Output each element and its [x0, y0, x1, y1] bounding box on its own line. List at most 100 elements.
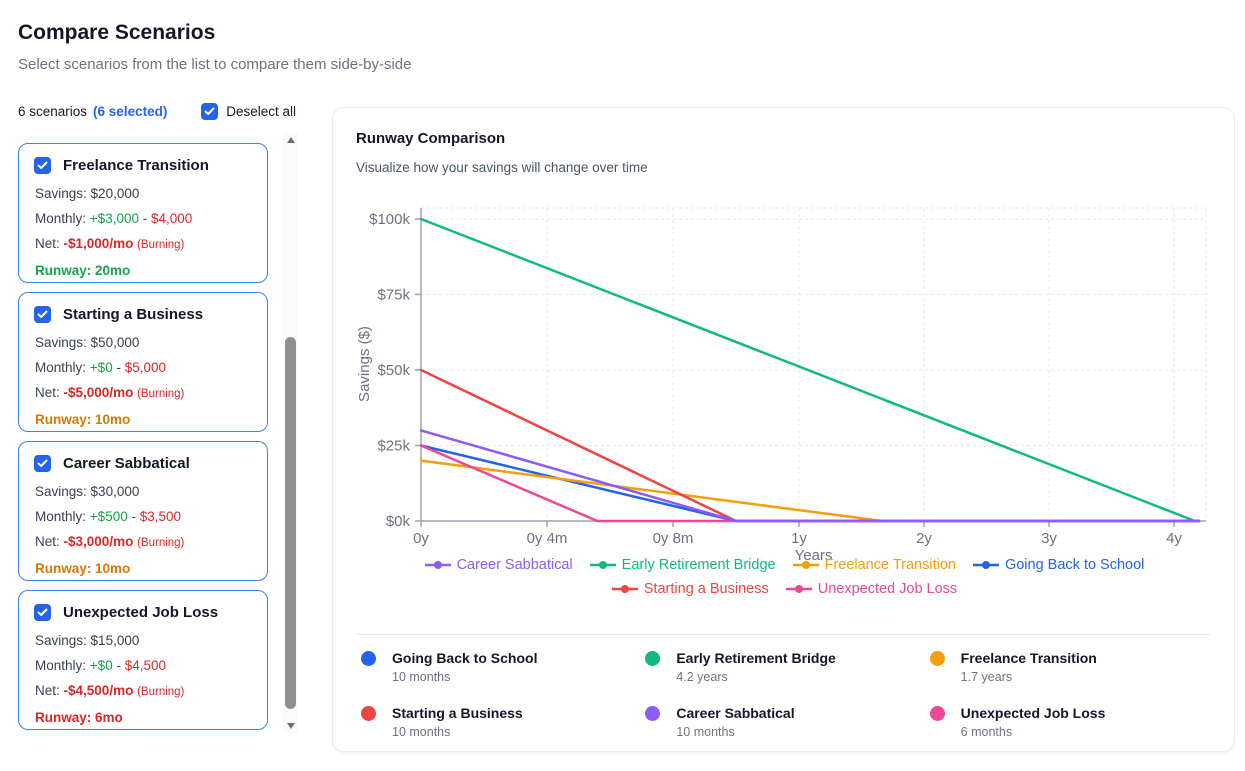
list-controls: 6 scenarios (6 selected) Deselect all — [18, 103, 296, 120]
deselect-all-checkbox[interactable] — [201, 103, 219, 120]
chart-legend-label: Early Retirement Bridge — [621, 557, 776, 573]
selected-count: (6 selected) — [93, 104, 168, 119]
net-row: Net: -$4,500/mo (Burning) — [35, 683, 185, 698]
legend-marker-icon — [611, 585, 638, 593]
scenario-name: Starting a Business — [63, 306, 204, 323]
legend-marker-icon — [785, 585, 812, 593]
scenario-checkbox[interactable] — [34, 455, 51, 472]
scenario-name: Unexpected Job Loss — [63, 604, 219, 621]
checkmark-icon — [37, 161, 48, 169]
summary-item-duration: 10 months — [392, 725, 451, 739]
scrollbar-thumb[interactable] — [285, 337, 296, 709]
savings-row: Savings: $30,000 — [35, 484, 140, 499]
scenario-details: Savings: $20,000 Monthly: +$3,000 - $4,0… — [35, 181, 252, 283]
summary-item-text: Freelance Transition 1.7 years — [961, 650, 1097, 684]
runway-comparison-panel: Runway Comparison Visualize how your sav… — [332, 107, 1235, 752]
arrow-down-icon — [286, 723, 295, 729]
scenario-name: Career Sabbatical — [63, 455, 190, 472]
scenario-checkbox[interactable] — [34, 306, 51, 323]
summary-item-duration: 4.2 years — [676, 670, 728, 684]
series-color-dot — [645, 651, 661, 666]
chart-legend-item-starting-a-business[interactable]: Starting a Business — [611, 581, 769, 597]
summary-item-name: Going Back to School — [392, 650, 538, 666]
chart-legend-item-going-back-to-school[interactable]: Going Back to School — [972, 557, 1145, 573]
runway-chart: $0k $25k $50k $75k $100k 0y 0y 4m 0y 8m 1y 2y 3y 4y… — [356, 207, 1207, 564]
savings-row: Savings: $50,000 — [35, 335, 140, 350]
series-color-dot — [361, 651, 376, 666]
scenario-count: 6 scenarios — [18, 104, 88, 119]
series-line-unexpected-job-loss — [419, 444, 1201, 523]
legend-marker-icon — [424, 561, 451, 569]
chart-legend-item-unexpected-job-loss[interactable]: Unexpected Job Loss — [785, 581, 957, 597]
y-tick-label: $100k — [369, 211, 410, 228]
scenario-details: Savings: $15,000 Monthly: +$0 - $4,500 N… — [35, 628, 252, 730]
y-tick-label: $25k — [377, 438, 410, 455]
chart-legend-item-career-sabbatical[interactable]: Career Sabbatical — [424, 557, 573, 573]
y-tick-label: $75k — [377, 287, 410, 304]
chart-legend-label: Going Back to School — [1004, 557, 1145, 573]
scenario-details: Savings: $50,000 Monthly: +$0 - $5,000 N… — [35, 330, 252, 432]
series-color-dot — [929, 706, 945, 721]
page-subtitle: Select scenarios from the list to compar… — [18, 56, 412, 73]
summary-item-freelance-transition: Freelance Transition 1.7 years — [926, 650, 1210, 684]
y-axis-title: Savings ($) — [356, 326, 373, 402]
chart-legend-label: Starting a Business — [643, 581, 769, 597]
checkmark-icon — [37, 459, 48, 467]
scenario-checkbox[interactable] — [34, 604, 51, 621]
monthly-row: Monthly: +$0 - $5,000 — [35, 360, 167, 375]
summary-item-name: Starting a Business — [392, 705, 523, 721]
chart-legend-label: Freelance Transition — [824, 557, 956, 573]
summary-item-text: Career Sabbatical 10 months — [676, 705, 794, 739]
scenario-list-scrollbar[interactable] — [283, 133, 298, 733]
chart-legend-row-1: Career Sabbatical Early Retirement Bridge… — [357, 557, 1212, 573]
summary-item-unexpected-job-loss: Unexpected Job Loss 6 months — [926, 705, 1210, 739]
monthly-row: Monthly: +$0 - $4,500 — [35, 658, 167, 673]
scroll-up-button[interactable] — [283, 133, 298, 147]
runway-row: Runway: 10mo — [35, 561, 131, 576]
summary-item-duration: 10 months — [676, 725, 735, 739]
checkmark-icon — [37, 310, 48, 318]
x-tick-label: 0y 8m — [653, 530, 694, 547]
scenario-name: Freelance Transition — [63, 157, 209, 174]
scenario-card[interactable]: Career Sabbatical Savings: $30,000 Month… — [18, 441, 268, 581]
summary-item-text: Starting a Business 10 months — [392, 705, 523, 739]
legend-marker-icon — [792, 561, 819, 569]
series-line-career-sabbatical — [419, 429, 1201, 523]
checkmark-icon — [204, 107, 215, 115]
savings-row: Savings: $20,000 — [35, 186, 140, 201]
scenario-list: Freelance Transition Savings: $20,000 Mo… — [18, 143, 268, 739]
scenario-checkbox[interactable] — [34, 157, 51, 174]
x-tick-label: 0y — [413, 530, 429, 547]
scenario-card[interactable]: Starting a Business Savings: $50,000 Mon… — [18, 292, 268, 432]
chart-legend-label: Career Sabbatical — [456, 557, 573, 573]
summary-item-going-back-to-school: Going Back to School 10 months — [357, 650, 641, 684]
summary-item-career-sabbatical: Career Sabbatical 10 months — [641, 705, 925, 739]
x-tick-label: 3y — [1041, 530, 1057, 547]
summary-item-starting-a-business: Starting a Business 10 months — [357, 705, 641, 739]
series-line-freelance-transition — [419, 459, 1201, 523]
scenario-card[interactable]: Freelance Transition Savings: $20,000 Mo… — [18, 143, 268, 283]
x-axis-title: Years — [795, 547, 833, 564]
y-tick-label: $0k — [386, 513, 411, 530]
scenario-card-header: Career Sabbatical — [34, 455, 252, 472]
page-title: Compare Scenarios — [18, 21, 216, 44]
scenario-card-header: Unexpected Job Loss — [34, 604, 252, 621]
summary-item-duration: 10 months — [392, 670, 451, 684]
series-color-dot — [929, 651, 945, 666]
summary-item-name: Early Retirement Bridge — [676, 650, 836, 666]
summary-item-text: Going Back to School 10 months — [392, 650, 537, 684]
summary-item-name: Freelance Transition — [960, 650, 1097, 666]
scroll-down-button[interactable] — [283, 719, 298, 733]
summary-item-duration: 1.7 years — [960, 670, 1013, 684]
summary-item-duration: 6 months — [960, 725, 1013, 739]
runway-row: Runway: 20mo — [35, 263, 131, 278]
scenario-card[interactable]: Unexpected Job Loss Savings: $15,000 Mon… — [18, 590, 268, 730]
deselect-all-label[interactable]: Deselect all — [226, 104, 296, 119]
chart-legend-item-freelance-transition[interactable]: Freelance Transition — [792, 557, 956, 573]
legend-marker-icon — [589, 561, 616, 569]
runway-row: Runway: 10mo — [35, 412, 131, 427]
chart-legend-item-early-retirement-bridge[interactable]: Early Retirement Bridge — [589, 557, 776, 573]
scenario-details: Savings: $30,000 Monthly: +$500 - $3,500… — [35, 479, 252, 581]
arrow-up-icon — [286, 137, 295, 143]
